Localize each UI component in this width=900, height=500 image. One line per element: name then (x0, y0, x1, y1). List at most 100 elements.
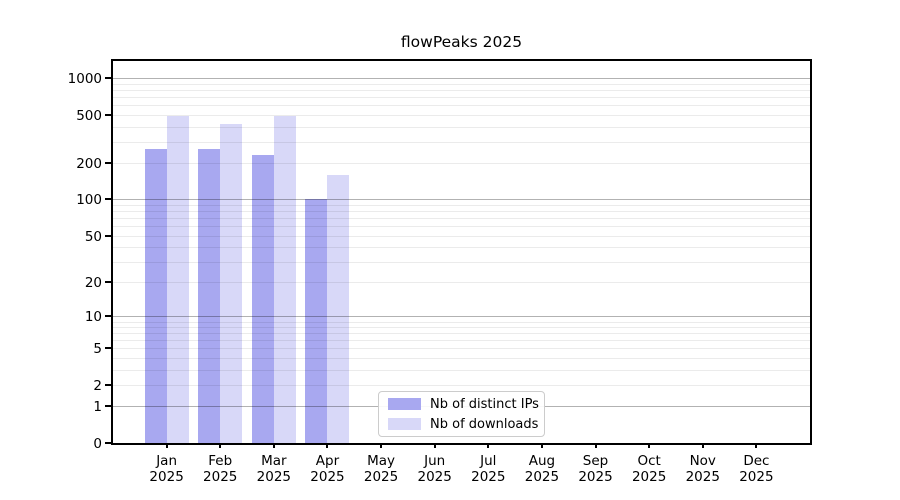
month-year: 2025 (631, 469, 667, 485)
bar-nb-of-distinct-ips-apr (305, 199, 328, 443)
bar-nb-of-downloads-apr (327, 174, 350, 443)
y-tick-label-5: 5 (93, 341, 102, 358)
month-year: 2025 (739, 469, 774, 485)
y-tick-5 (105, 347, 111, 350)
month-name: Jun (424, 453, 446, 469)
x-tick-feb (219, 443, 222, 448)
month-label-mar: Mar 2025 (242, 453, 306, 485)
y-gridline-minor-8 (113, 327, 810, 329)
y-tick-1 (105, 405, 111, 408)
month-name: Sep (582, 453, 609, 469)
month-year: 2025 (685, 469, 720, 485)
month-label-oct: Oct 2025 (617, 453, 681, 485)
y-tick-500 (105, 113, 111, 116)
y-gridline-minor-800 (113, 90, 810, 92)
month-label-dec: Dec 2025 (724, 453, 788, 485)
bar-nb-of-downloads-jan (166, 116, 189, 443)
month-name: Mar (261, 453, 287, 469)
y-tick-label-1: 1 (93, 399, 102, 416)
chart-title: flowPeaks 2025 (400, 33, 523, 51)
month-year: 2025 (256, 469, 292, 485)
y-gridline-minor-80 (113, 211, 810, 213)
month-label-jul: Jul 2025 (456, 453, 520, 485)
y-gridline-minor-50 (113, 235, 810, 237)
legend-label-downloads: Nb of downloads (430, 416, 539, 432)
month-year: 2025 (149, 469, 184, 485)
month-name: Nov (689, 453, 716, 469)
month-name: Apr (315, 453, 340, 469)
y-tick-label-200: 200 (76, 156, 102, 173)
x-tick-jul (487, 443, 490, 448)
y-tick-label-1000: 1000 (67, 71, 102, 88)
x-tick-apr (326, 443, 329, 448)
bar-nb-of-distinct-ips-mar (251, 154, 274, 443)
legend-swatch-downloads (388, 418, 421, 430)
y-gridline-minor-5 (113, 348, 810, 350)
y-gridline-minor-20 (113, 282, 810, 284)
x-tick-may (380, 443, 383, 448)
x-tick-aug (540, 443, 543, 448)
y-tick-label-100: 100 (76, 192, 102, 209)
y-gridline-minor-9 (113, 321, 810, 323)
y-gridline-minor-6 (113, 340, 810, 342)
legend-label-distinct-ips: Nb of distinct IPs (430, 396, 539, 412)
bar-nb-of-distinct-ips-jan (144, 149, 167, 443)
y-gridline-minor-2 (113, 385, 810, 387)
month-year: 2025 (524, 469, 560, 485)
y-gridline-minor-70 (113, 218, 810, 220)
y-tick-10 (105, 315, 111, 318)
y-gridline-minor-200 (113, 163, 810, 165)
y-tick-label-500: 500 (76, 107, 102, 124)
month-name: Dec (743, 453, 770, 469)
y-tick-20 (105, 281, 111, 284)
bar-nb-of-downloads-feb (220, 123, 243, 443)
legend-swatch-distinct-ips (388, 398, 421, 410)
month-label-nov: Nov 2025 (671, 453, 735, 485)
month-name: Jan (156, 453, 178, 469)
bar-nb-of-downloads-mar (273, 116, 296, 443)
y-tick-label-50: 50 (84, 228, 102, 245)
y-gridline-major-100 (113, 199, 810, 201)
y-gridline-minor-40 (113, 247, 810, 249)
month-label-apr: Apr 2025 (295, 453, 359, 485)
y-gridline-minor-500 (113, 114, 810, 116)
x-tick-oct (648, 443, 651, 448)
y-gridline-minor-90 (113, 204, 810, 206)
month-label-aug: Aug 2025 (510, 453, 574, 485)
month-name: May (367, 453, 396, 469)
y-tick-50 (105, 234, 111, 237)
x-tick-sep (594, 443, 597, 448)
y-tick-label-2: 2 (93, 378, 102, 395)
x-tick-jun (433, 443, 436, 448)
y-gridline-minor-600 (113, 105, 810, 107)
month-year: 2025 (203, 469, 238, 485)
month-label-jan: Jan 2025 (135, 453, 199, 485)
y-gridline-major-10 (113, 316, 810, 318)
y-tick-200 (105, 162, 111, 165)
y-gridline-minor-300 (113, 141, 810, 143)
month-name: Aug (528, 453, 556, 469)
bar-nb-of-distinct-ips-feb (198, 149, 221, 443)
y-gridline-minor-3 (113, 369, 810, 371)
x-tick-dec (755, 443, 758, 448)
y-tick-label-20: 20 (84, 275, 102, 292)
month-year: 2025 (578, 469, 613, 485)
y-tick-label-0: 0 (93, 436, 102, 452)
legend: Nb of distinct IPs Nb of downloads (378, 391, 545, 437)
y-gridline-minor-700 (113, 97, 810, 99)
x-tick-jan (165, 443, 168, 448)
y-tick-2 (105, 384, 111, 387)
y-tick-0 (105, 442, 111, 444)
month-name: Feb (208, 453, 233, 469)
month-label-sep: Sep 2025 (564, 453, 628, 485)
y-tick-1000 (105, 77, 111, 80)
y-gridline-minor-30 (113, 261, 810, 263)
y-tick-label-10: 10 (84, 309, 102, 326)
x-tick-mar (272, 443, 275, 448)
y-gridline-minor-400 (113, 126, 810, 128)
month-year: 2025 (417, 469, 452, 485)
y-gridline-minor-4 (113, 358, 810, 360)
y-tick-100 (105, 198, 111, 201)
legend-row-distinct-ips: Nb of distinct IPs (388, 397, 539, 412)
